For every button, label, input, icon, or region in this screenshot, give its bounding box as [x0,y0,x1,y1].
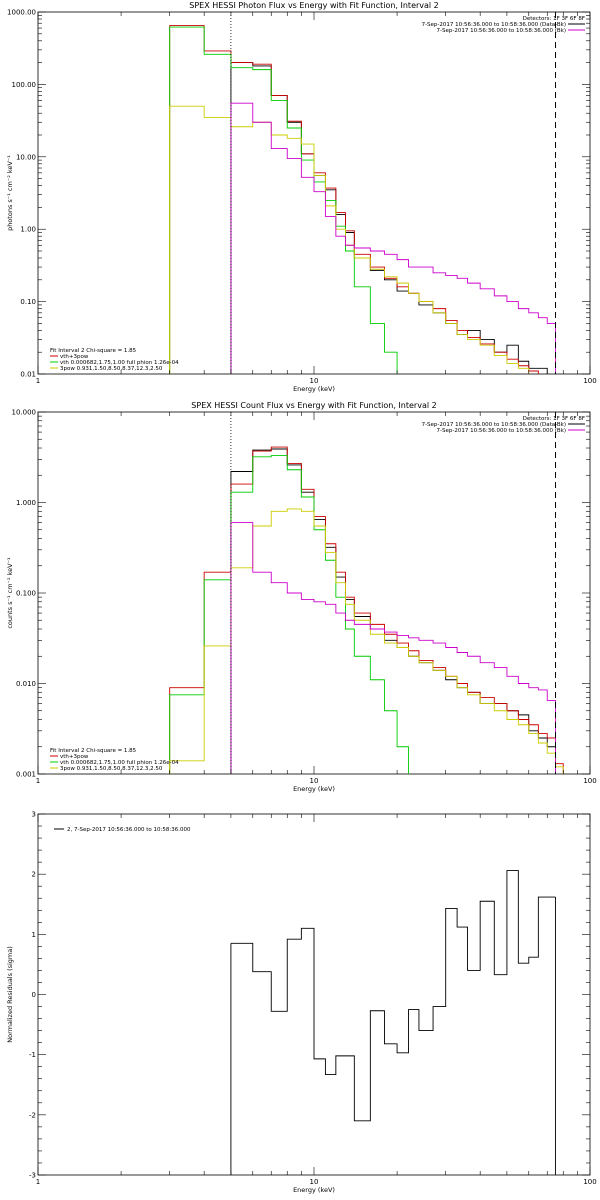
x-tick-label: 1 [36,777,40,785]
legend-entry-label: vth 0.000682,1.75,1.00 full phion 1.26e-… [60,760,179,766]
y-axis-label: photons s⁻¹ cm⁻² keV⁻¹ [6,155,14,231]
y-tick-label: 0.010 [16,680,36,688]
y-tick-label: 0 [32,991,36,999]
x-tick-label: 1 [36,377,40,385]
legend-bottom-left: Fit Interval 2 Chi-square = 1.85vth+3pow… [50,748,179,772]
y-tick-label: 2 [32,871,36,879]
legend-entry-label: 7-Sep-2017 10:56:36.000 to 10:58:36.000 … [437,428,567,434]
x-axis-label: Energy (keV) [293,385,335,393]
legend-entry-label: 7-Sep-2017 10:56:36.000 to 10:58:36.000 … [422,22,566,28]
data-area [169,446,564,774]
x-tick-label: 100 [583,1178,596,1186]
legend-entry-label: 3pow 0.931,1.50,8.50,8.37,12.3,2.50 [60,766,163,772]
x-tick-label: 100 [583,777,596,785]
legend-entry-label: 3pow 0.931,1.50,8.50,8.37,12.3,2.50 [60,366,163,372]
series-5-line [230,522,556,774]
series-4-line [169,508,564,774]
series-4-line [169,105,530,374]
y-tick-label: -1 [29,1051,36,1059]
legend-bottom-left: Fit Interval 2 Chi-square = 1.85vth+3pow… [50,348,179,372]
y-tick-label: 3 [32,811,36,819]
series-1-line [230,870,556,1122]
legend-top-left: 2, 7-Sep-2017 10:56:36.000 to 10:58:36.0… [54,827,191,833]
series-2-line [169,446,564,774]
legend-header: Detectors: 1F 3F 6F 8F [523,16,585,22]
legend-header: Detectors: 1F 3F 6F 8F [523,416,585,422]
series-5-line [230,102,556,374]
series-2-line [169,25,539,374]
x-tick-label: 10 [310,377,319,385]
y-tick-label: 0.10 [20,298,36,306]
series-1-line [230,448,556,774]
legend-top-right: Detectors: 1F 3F 6F 8F7-Sep-2017 10:56:3… [422,416,585,434]
x-tick-label: 1 [36,1178,40,1186]
chart-title: SPEX HESSI Photon Flux vs Energy with Fi… [189,1,439,10]
series-3-line [169,455,409,774]
y-tick-label: 10.00 [16,153,36,161]
series-3-line [169,26,398,374]
legend-header: Fit Interval 2 Chi-square = 1.85 [50,348,137,354]
x-tick-label: 100 [583,377,596,385]
y-axis-label: Normalized Residuals (sigma) [6,946,14,1043]
y-tick-label: 0.100 [16,590,36,598]
y-tick-label: 1000.00 [7,9,36,17]
plot-frame [37,11,591,375]
y-tick-label: 1 [32,931,36,939]
x-tick-label: 10 [310,1178,319,1186]
chart-panel-3: 1 10 100 Energy (keV) -3 -2 -1 0 1 2 3 Normalized R… [6,811,597,1195]
y-tick-label: -2 [29,1111,36,1119]
data-area [230,870,556,1175]
y-tick-label: 0.001 [16,771,36,779]
x-tick-label: 10 [310,777,319,785]
y-tick-label: 100.00 [12,81,37,89]
y-tick-label: 1.000 [16,499,36,507]
legend-entry-label: 7-Sep-2017 10:56:36.000 to 10:58:36.000 … [437,28,567,34]
legend-entry-label: 2, 7-Sep-2017 10:56:36.000 to 10:58:36.0… [67,827,191,833]
y-tick-label: 10.000 [12,409,37,417]
chart-panel-1: SPEX HESSI Photon Flux vs Energy with Fi… [6,1,597,393]
legend-entry-label: vth+3pow [60,354,89,360]
chart-title: SPEX HESSI Count Flux vs Energy with Fit… [191,401,436,410]
legend-entry-label: vth+3pow [60,754,89,760]
legend-entry-label: vth 0.000682,1.75,1.00 full phion 1.26e-… [60,360,179,366]
x-axis-label: Energy (keV) [293,785,335,793]
y-axis-label: counts s⁻¹ cm⁻² keV⁻¹ [6,557,14,629]
y-tick-label: 1.00 [20,226,36,234]
y-tick-label: -3 [29,1172,36,1180]
legend-top-right: Detectors: 1F 3F 6F 8F7-Sep-2017 10:56:3… [422,16,585,34]
x-axis-label: Energy (keV) [293,1186,335,1194]
series-1-line [230,62,548,374]
legend-header: Fit Interval 2 Chi-square = 1.85 [50,748,137,754]
y-tick-label: 0.01 [20,371,36,379]
legend-entry-label: 7-Sep-2017 10:56:36.000 to 10:58:36.000 … [422,422,566,428]
data-area [169,25,556,374]
chart-panel-2: SPEX HESSI Count Flux vs Energy with Fit… [6,401,597,793]
